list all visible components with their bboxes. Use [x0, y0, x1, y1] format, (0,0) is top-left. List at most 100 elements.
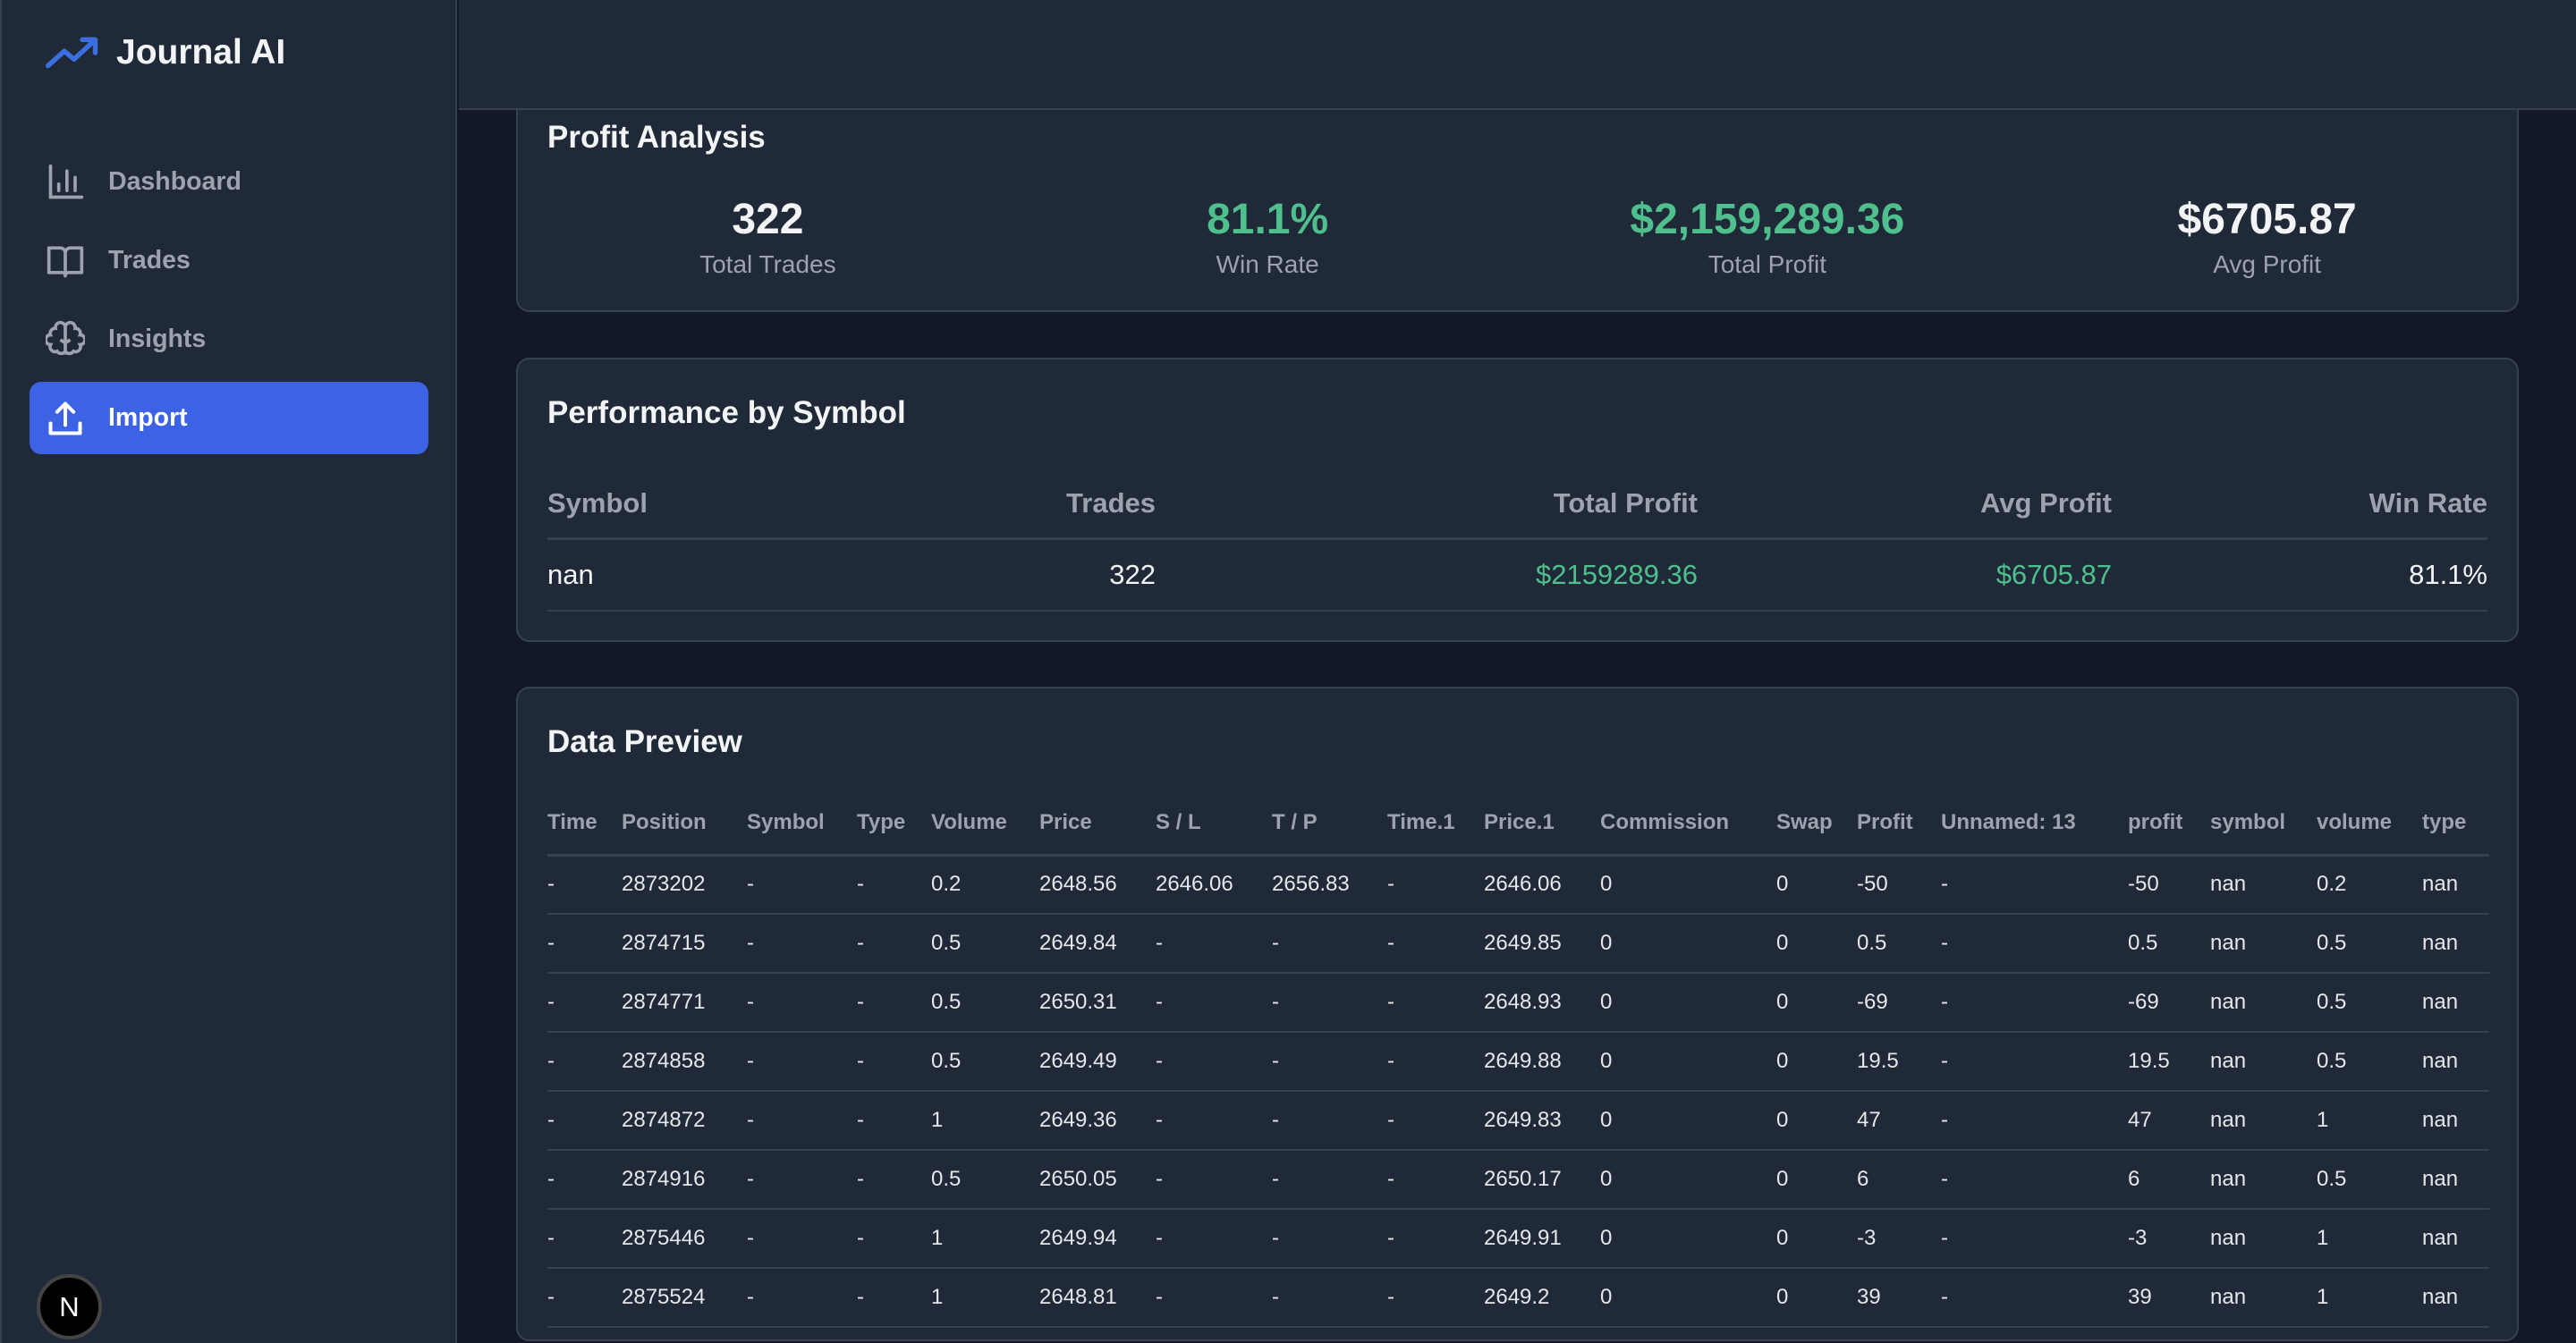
table-cell: -50 [2128, 855, 2210, 915]
table-cell: - [1272, 1032, 1387, 1092]
table-cell: 0.5 [931, 1032, 1039, 1092]
table-cell: - [547, 973, 622, 1033]
table-row: -2875524- -1 2648.81- - -2649.2 0 0 39-39 nan 1 na… [547, 1268, 2489, 1328]
table-cell: nan [2210, 1209, 2317, 1269]
table-cell: 0.5 [2317, 1032, 2422, 1092]
table-cell: nan [2422, 973, 2489, 1033]
table-cell: - [1156, 1209, 1272, 1269]
table-cell: - [857, 1150, 931, 1210]
trending-up-icon [45, 37, 98, 69]
table-cell: 1 [931, 1268, 1039, 1328]
table-cell: 0 [1776, 1150, 1857, 1210]
table-cell: - [1387, 1150, 1484, 1210]
table-cell: -50 [1857, 855, 1941, 915]
avatar[interactable]: N [37, 1274, 102, 1339]
column-header: Symbol [747, 792, 857, 857]
table-cell: - [1387, 1032, 1484, 1092]
column-header: type [2422, 792, 2489, 857]
performance-card: Performance by Symbol Symbol Trades Tota… [516, 358, 2519, 642]
table-cell: - [1941, 914, 2128, 974]
column-header: T / P [1272, 792, 1387, 857]
table-cell: - [1941, 1268, 2128, 1328]
table-cell: 0 [1600, 973, 1776, 1033]
table-cell: nan [2422, 914, 2489, 974]
table-cell: $2159289.36 [1156, 538, 1698, 612]
table-cell: 2649.91 [1484, 1209, 1600, 1269]
table-cell: 2875446 [622, 1209, 747, 1269]
table-cell: - [1272, 1091, 1387, 1151]
column-header: Position [622, 792, 747, 857]
stat-total-profit: $2,159,289.36 Total Profit [1518, 195, 2018, 279]
stat-value: 322 [732, 196, 804, 243]
table-cell: - [1387, 1268, 1484, 1328]
stat-label: Win Rate [1216, 250, 1319, 278]
table-row: -2874872- -1 2649.36- - -2649.83 0 0 47-47 nan 1 n… [547, 1091, 2489, 1151]
table-cell: 2650.31 [1039, 973, 1156, 1033]
sidebar-item-insights[interactable]: Insights [30, 303, 428, 376]
stat-value: 81.1% [1207, 196, 1329, 243]
table-cell: - [857, 1209, 931, 1269]
upload-icon [48, 401, 82, 435]
sidebar: Journal AI Dashboard Trades Insights Imp… [0, 0, 457, 1343]
table-cell: - [1272, 1268, 1387, 1328]
table-cell: 2648.56 [1039, 855, 1156, 915]
table-row: -2874771- -0.5 2650.31- - -2648.93 0 0 -69- -69 n… [547, 973, 2489, 1033]
table-cell: nan [547, 538, 712, 612]
table-cell: 2874771 [622, 973, 747, 1033]
book-icon [47, 246, 84, 277]
sidebar-item-label: Dashboard [108, 167, 242, 196]
table-cell: 2874872 [622, 1091, 747, 1151]
table-cell: 2649.88 [1484, 1032, 1600, 1092]
table-cell: - [747, 1032, 857, 1092]
table-cell: 1 [931, 1209, 1039, 1269]
table-cell: - [1272, 1209, 1387, 1269]
stats-row: 322 Total Trades 81.1% Win Rate $2,159,289… [518, 195, 2517, 279]
table-cell: - [747, 1091, 857, 1151]
sidebar-item-dashboard[interactable]: Dashboard [30, 146, 428, 218]
table-cell: 0.5 [931, 914, 1039, 974]
table-cell: - [747, 1209, 857, 1269]
column-header: Time.1 [1387, 792, 1484, 857]
table-cell: - [747, 1268, 857, 1328]
table-cell: - [547, 914, 622, 974]
table-cell: nan [2422, 1209, 2489, 1269]
table-cell: 0 [1776, 855, 1857, 915]
table-cell: 0 [1600, 1209, 1776, 1269]
stat-label: Avg Profit [2213, 250, 2322, 278]
table-cell: 2873202 [622, 855, 747, 915]
table-cell: -69 [2128, 973, 2210, 1033]
table-cell: - [747, 914, 857, 974]
table-cell: 2648.93 [1484, 973, 1600, 1033]
table-cell: 19.5 [2128, 1032, 2210, 1092]
column-header: Avg Profit [1698, 469, 2112, 540]
sidebar-item-label: Import [108, 403, 188, 432]
table-cell: 0 [1600, 1150, 1776, 1210]
table-cell: - [857, 1268, 931, 1328]
table-cell: 2648.81 [1039, 1268, 1156, 1328]
table-cell: 0 [1600, 1268, 1776, 1328]
table-cell: - [1272, 1150, 1387, 1210]
column-header: Win Rate [2112, 469, 2487, 540]
table-cell: nan [2210, 1091, 2317, 1151]
table-row: -2874858- -0.5 2649.49- - -2649.88 0 0 19.5-19.… [547, 1032, 2489, 1092]
table-row: -2874715- -0.5 2649.84- - -2649.85 0 0 0.5-0.5 n… [547, 914, 2489, 974]
table-cell: - [1941, 1091, 2128, 1151]
table-cell: 39 [1857, 1268, 1941, 1328]
stat-label: Total Trades [699, 250, 836, 278]
sidebar-item-label: Trades [108, 246, 191, 275]
sidebar-item-trades[interactable]: Trades [30, 224, 428, 297]
table-cell: - [857, 1032, 931, 1092]
table-cell: - [547, 1091, 622, 1151]
table-cell: 0.5 [931, 973, 1039, 1033]
table-cell: - [747, 1150, 857, 1210]
logo[interactable]: Journal AI [45, 33, 285, 72]
table-cell: - [1156, 1150, 1272, 1210]
data-preview-card: Data Preview Time Position Symbol Type Volum… [516, 687, 2519, 1341]
table-cell: nan [2210, 855, 2317, 915]
table-cell: - [1387, 855, 1484, 915]
sidebar-item-import[interactable]: Import [30, 382, 428, 454]
table-cell: 1 [2317, 1091, 2422, 1151]
table-cell: 0.5 [1857, 914, 1941, 974]
